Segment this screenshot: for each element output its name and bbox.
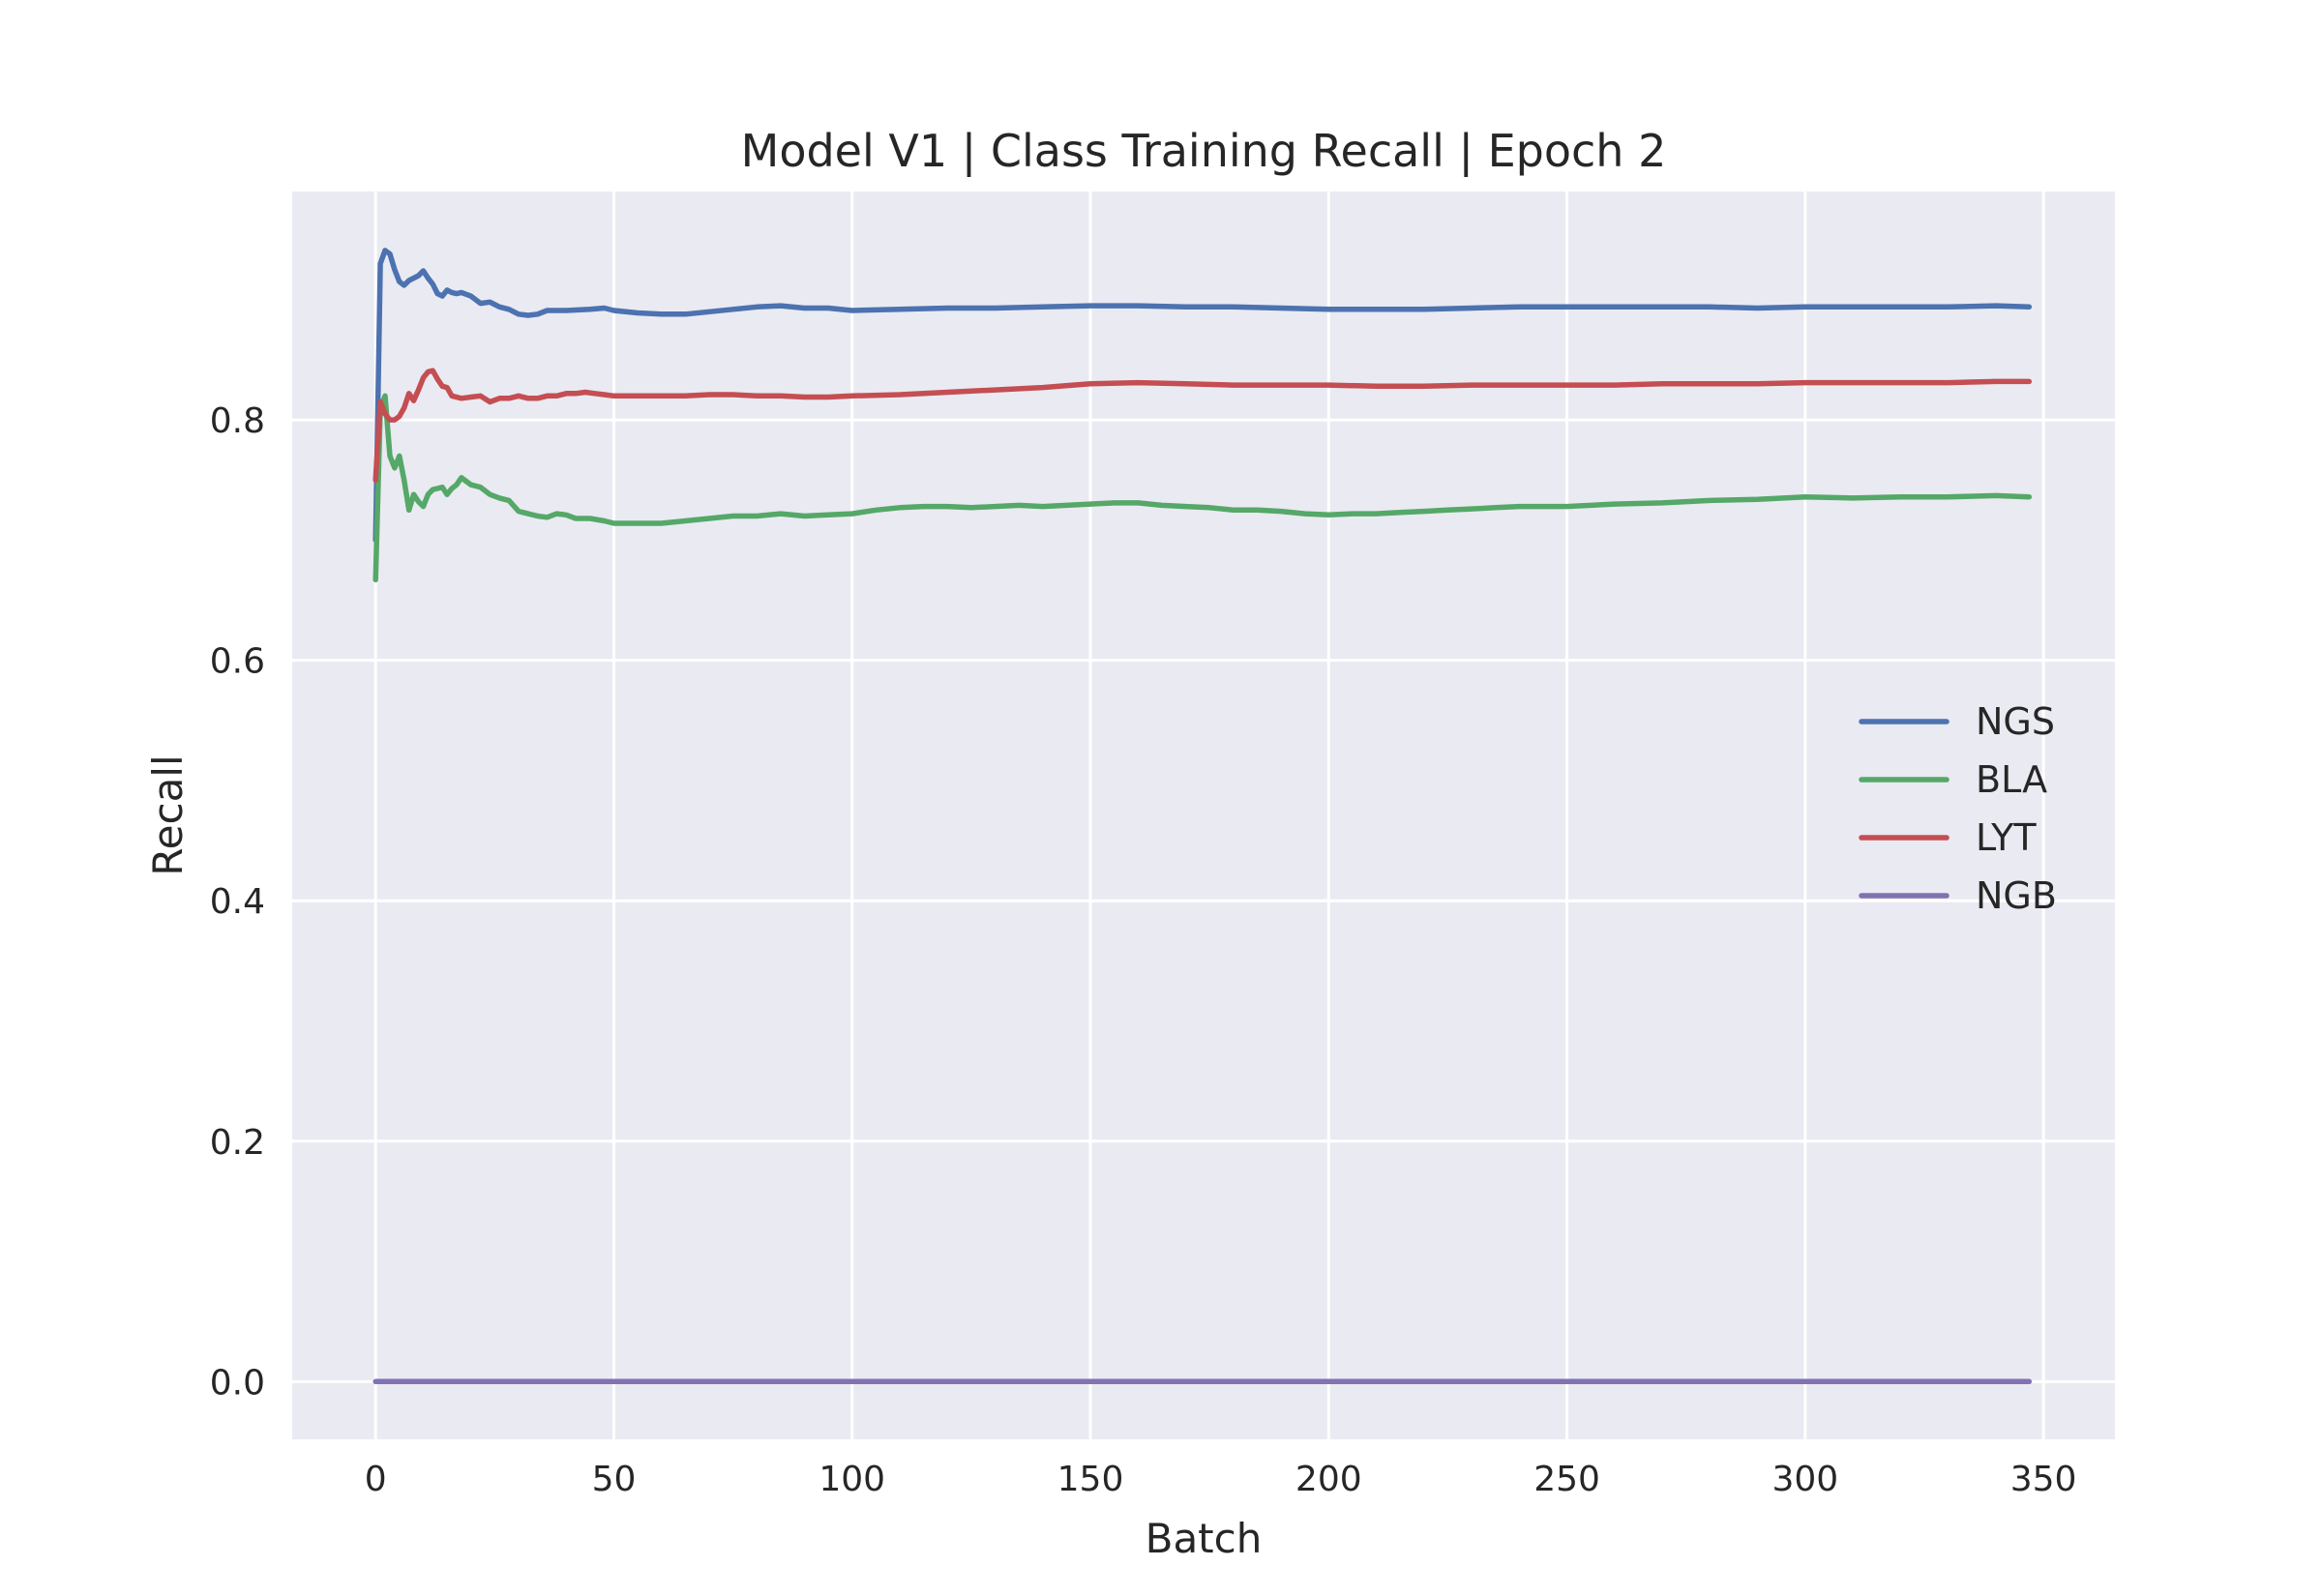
x-tick-label: 250: [1533, 1460, 1600, 1499]
y-tick-label: 0.4: [210, 882, 265, 922]
y-tick-label: 0.6: [210, 642, 265, 682]
x-tick-label: 100: [819, 1460, 885, 1499]
plot-area: [292, 192, 2115, 1439]
x-tick-label: 300: [1771, 1460, 1838, 1499]
legend-label-lyt: LYT: [1976, 816, 2037, 859]
y-tick-label: 0.0: [210, 1363, 265, 1403]
chart-title: Model V1 | Class Training Recall | Epoch…: [741, 125, 1667, 178]
legend: NGS BLA LYT NGB: [1859, 700, 2057, 917]
series-lines: [372, 248, 2033, 1385]
legend-label-ngs: NGS: [1976, 700, 2055, 743]
x-tick-label: 150: [1057, 1460, 1124, 1499]
y-tick-label: 0.8: [210, 401, 265, 441]
y-axis-label: Recall: [144, 754, 192, 875]
series-line-lyt: [372, 368, 2033, 484]
y-tick-label: 0.2: [210, 1123, 265, 1163]
series-line-bla: [372, 393, 2033, 583]
legend-label-ngb: NGB: [1976, 874, 2057, 917]
x-tick-label: 50: [592, 1460, 637, 1499]
tick-labels: 0 50 100 150 200 250 300 350 0.0 0.2 0.4 0.6 0.8: [210, 401, 2077, 1499]
x-tick-label: 0: [365, 1460, 387, 1499]
x-axis-label: Batch: [1146, 1515, 1263, 1562]
legend-label-bla: BLA: [1976, 758, 2047, 801]
x-tick-label: 200: [1295, 1460, 1362, 1499]
x-tick-label: 350: [2010, 1460, 2077, 1499]
series-line-ngs: [372, 248, 2033, 544]
